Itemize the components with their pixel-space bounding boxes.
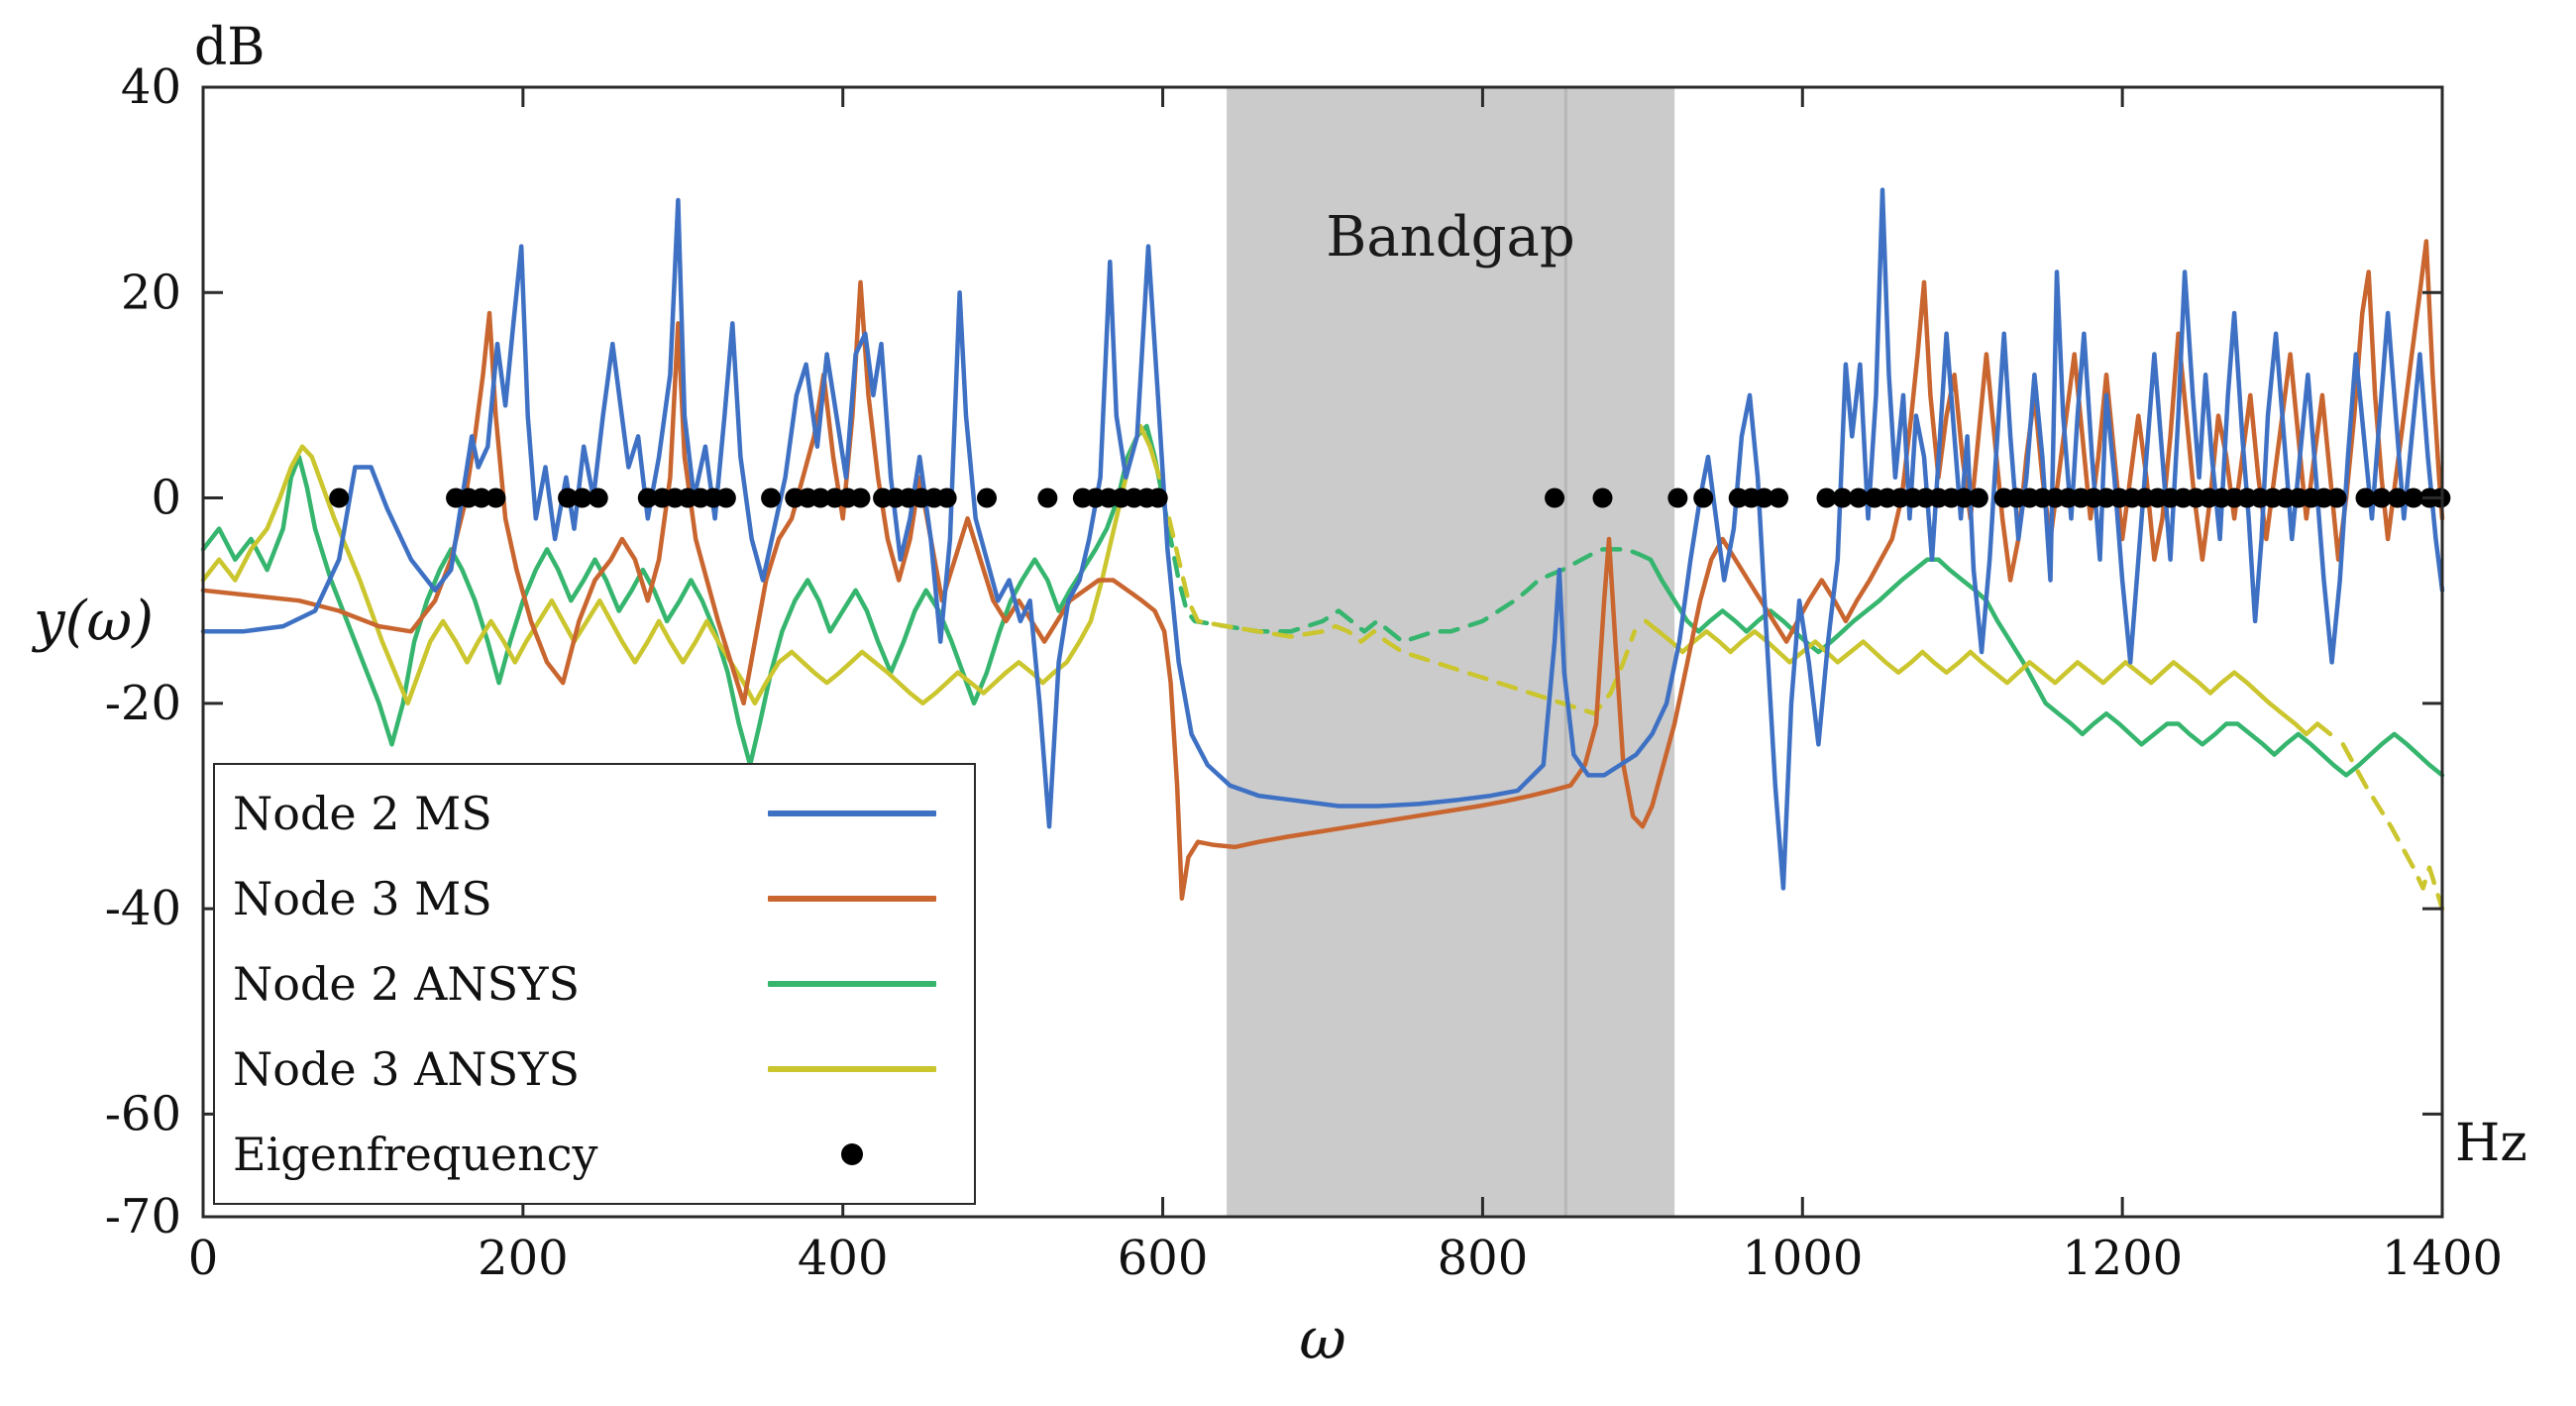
series-line-node-3-ms: [200, 239, 2445, 901]
series-line-node-2-ms: [200, 187, 2445, 891]
eigenfrequency-dot: [558, 487, 579, 508]
eigenfrequency-dot: [1147, 487, 1168, 508]
y-tick-label: 40: [121, 59, 181, 115]
x-tick-label: 0: [188, 1231, 219, 1286]
series-line-node-3-ansys: [2340, 742, 2445, 912]
y-tick-label: 0: [151, 471, 181, 526]
eigenfrequency-dot: [1693, 487, 1714, 508]
eigenfrequency-dot: [1769, 487, 1789, 508]
plot-border: [201, 85, 2444, 1219]
x-tick-label: 1000: [1742, 1231, 1863, 1286]
eigenfrequency-dot: [761, 487, 782, 508]
legend-item: Node 2 MS: [233, 772, 956, 855]
eigenfrequency-dot: [1816, 487, 1837, 508]
legend-dot-swatch: [748, 1143, 956, 1165]
eigenfrequency-dot: [1954, 487, 1975, 508]
eigenfrequency-dot: [2355, 487, 2376, 508]
series-line-node-2-ansys: [1648, 557, 2445, 778]
legend-line-swatch: [748, 896, 956, 902]
legend-item-label: Eigenfrequency: [233, 1128, 598, 1181]
eigenfrequency-dot: [485, 487, 506, 508]
series-line-node-3-ansys: [1643, 618, 2333, 737]
legend-item-label: Node 2 ANSYS: [233, 957, 580, 1011]
legend-line-swatch: [748, 811, 956, 816]
x-axis-label: ω: [1299, 1305, 1346, 1372]
eigenfrequency-dot: [977, 487, 997, 508]
legend-item: Node 3 ANSYS: [233, 1027, 956, 1111]
eigenfrequency-dot: [329, 487, 350, 508]
legend-line-swatch: [748, 981, 956, 987]
series-line-icon: [768, 811, 936, 816]
x-tick-label: 400: [798, 1231, 889, 1286]
eigenfrequency-dot: [936, 487, 957, 508]
eigenfrequency-dot: [1968, 487, 1988, 508]
eigenfrequency-dot: [471, 487, 491, 508]
eigenfrequency-dot: [1667, 487, 1688, 508]
legend-line-swatch: [748, 1066, 956, 1072]
legend-item-label: Node 3 ANSYS: [233, 1042, 580, 1096]
legend-item-label: Node 3 MS: [233, 872, 492, 925]
x-tick-label: 1400: [2382, 1231, 2503, 1286]
eigenfrequency-dot: [588, 487, 608, 508]
eigenfrequency-dot: [2371, 487, 2392, 508]
eigenfrequency-dot-icon: [841, 1143, 863, 1165]
eigenfrequency-dot: [1545, 487, 1565, 508]
eigenfrequency-dot: [2403, 487, 2423, 508]
legend-item: Eigenfrequency: [233, 1113, 956, 1196]
bandgap-label: Bandgap: [1326, 205, 1575, 270]
eigenfrequency-dot: [572, 487, 592, 508]
legend-item-label: Node 2 MS: [233, 787, 492, 840]
x-tick-label: 800: [1438, 1231, 1529, 1286]
y-tick-label: -60: [105, 1086, 181, 1141]
eigenfrequency-dot: [850, 487, 871, 508]
y-axis-label: y(ω): [34, 590, 154, 654]
series-line-node-3-ansys: [200, 423, 1162, 706]
eigenfrequency-dot: [1037, 487, 1058, 508]
y-tick-label: 20: [121, 265, 181, 320]
x-tick-label: 600: [1118, 1231, 1209, 1286]
series-line-icon: [768, 896, 936, 902]
legend: Node 2 MS Node 3 MS Node 2 ANSYS Node 3 ANS…: [213, 763, 976, 1205]
eigenfrequency-dot: [715, 487, 736, 508]
eigenfrequency-dot: [2387, 487, 2408, 508]
x-unit-label: Hz: [2455, 1114, 2527, 1173]
legend-item: Node 3 MS: [233, 857, 956, 940]
eigenfrequency-dot: [810, 487, 831, 508]
x-tick-label: 1200: [2062, 1231, 2183, 1286]
eigenfrequency-dot: [1848, 487, 1869, 508]
eigenfrequency-dot: [1754, 487, 1774, 508]
legend-item: Node 2 ANSYS: [233, 942, 956, 1026]
series-line-icon: [768, 1066, 936, 1072]
eigenfrequency-dot: [2326, 487, 2347, 508]
y-tick-label: -20: [105, 676, 181, 731]
eigenfrequency-dot: [1592, 487, 1613, 508]
x-tick-label: 200: [478, 1231, 569, 1286]
y-tick-label: -40: [105, 881, 181, 936]
series-line-node-2-ansys: [200, 423, 1165, 768]
y-unit-label: dB: [194, 18, 266, 77]
y-tick-label: -70: [105, 1189, 181, 1244]
eigenfrequency-dot: [1832, 487, 1853, 508]
series-line-node-2-ansys: [1160, 495, 1654, 644]
eigenfrequency-dot: [637, 487, 658, 508]
series-line-icon: [768, 981, 936, 987]
